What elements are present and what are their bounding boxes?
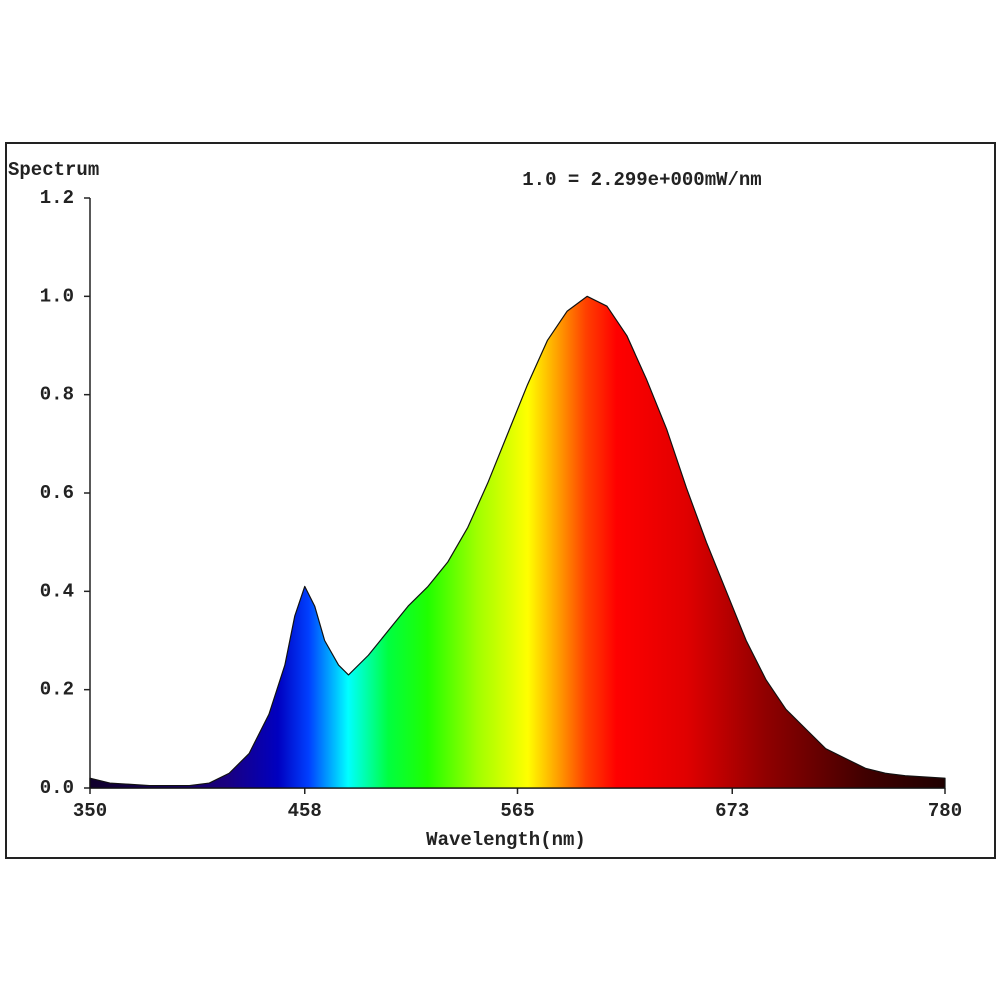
y-tick-label: 0.4: [40, 580, 74, 602]
x-tick-label: 673: [715, 800, 749, 822]
y-tick-label: 0.0: [40, 777, 74, 799]
annotation: 1.0 = 2.299e+000mW/nm: [522, 169, 761, 191]
y-tick-label: 0.2: [40, 679, 74, 701]
x-tick-label: 780: [928, 800, 962, 822]
x-tick-label: 458: [288, 800, 322, 822]
x-axis-title: Wavelength(nm): [426, 829, 586, 851]
y-tick-label: 1.0: [40, 285, 74, 307]
spectrum-area: [89, 295, 946, 789]
frame: [5, 142, 996, 859]
y-tick-label: 1.2: [40, 187, 74, 209]
y-tick-label: 0.8: [40, 384, 74, 406]
y-tick-label: 0.6: [40, 482, 74, 504]
y-axis-title: Spectrum: [8, 159, 99, 181]
x-tick-label: 350: [73, 800, 107, 822]
x-tick-label: 565: [500, 800, 534, 822]
